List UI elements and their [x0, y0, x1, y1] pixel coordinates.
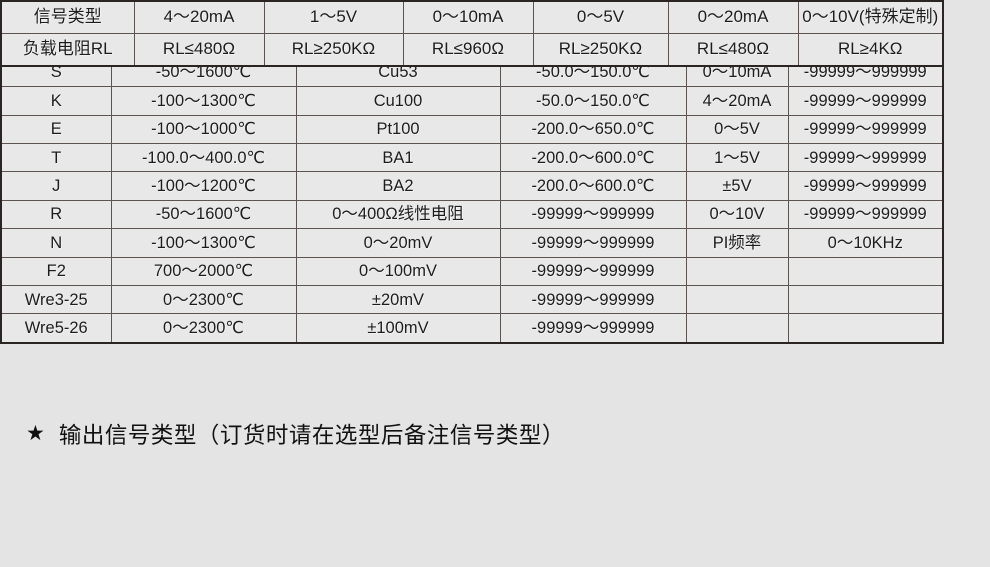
column-header: 0～10V(特殊定制) [797, 0, 944, 34]
cell: BA1 [295, 142, 501, 173]
cell: RL≤960Ω [402, 33, 534, 67]
cell: -99999～999999 [787, 171, 944, 201]
table-row: F2 700～2000℃ 0～100mV -99999～999999 [0, 256, 944, 286]
cell: 0～100mV [295, 256, 501, 286]
table-row: J -100～1200℃ BA2 -200.0～600.0℃ ±5V -9999… [0, 171, 944, 201]
cell: 0～10KHz [787, 228, 944, 258]
cell: 0～20mV [295, 228, 501, 258]
cell: 1～5V [685, 142, 789, 173]
cell: Cu100 [295, 86, 501, 116]
cell: N [0, 228, 112, 258]
table-row: T -100.0～400.0℃ BA1 -200.0～600.0℃ 1～5V -… [0, 142, 944, 173]
cell: 0～10V [685, 199, 789, 230]
cell: Wre3-25 [0, 284, 112, 315]
cell: -99999～999999 [499, 228, 687, 258]
cell: BA2 [295, 171, 501, 201]
column-header: 0～5V [532, 0, 669, 34]
column-header: 0～10mA [402, 0, 534, 34]
cell: 0～400Ω线性电阻 [295, 199, 501, 230]
cell: -200.0～600.0℃ [499, 171, 687, 201]
cell: -100～1300℃ [110, 228, 297, 258]
table-row: N -100～1300℃ 0～20mV -99999～999999 PI频率 0… [0, 228, 944, 258]
output-section-heading: ★ 输出信号类型（订货时请在选型后备注信号类型） [26, 418, 565, 450]
cell-empty [787, 313, 944, 344]
cell: -99999～999999 [499, 313, 687, 344]
cell: -50～1600℃ [110, 199, 297, 230]
cell: ±20mV [295, 284, 501, 315]
cell: -99999～999999 [787, 142, 944, 173]
cell: -99999～999999 [787, 114, 944, 144]
cell: F2 [0, 256, 112, 286]
cell: PI频率 [685, 228, 789, 258]
cell-empty [685, 313, 789, 344]
column-header: 4～20mA [133, 0, 265, 34]
cell: Wre5-26 [0, 313, 112, 344]
cell: -99999～999999 [499, 284, 687, 315]
cell: -200.0～650.0℃ [499, 114, 687, 144]
cell: -100.0～400.0℃ [110, 142, 297, 173]
cell: RL≤480Ω [133, 33, 265, 67]
cell: -99999～999999 [499, 256, 687, 286]
cell: 0～5V [685, 114, 789, 144]
cell: -99999～999999 [499, 199, 687, 230]
cell: -100～1300℃ [110, 86, 297, 116]
cell-empty [787, 284, 944, 315]
cell: 0～2300℃ [110, 313, 297, 344]
cell: RL≥4KΩ [797, 33, 944, 67]
cell: -50.0～150.0℃ [499, 86, 687, 116]
cell: -100～1000℃ [110, 114, 297, 144]
cell: J [0, 171, 112, 201]
cell: R [0, 199, 112, 230]
cell-empty [787, 256, 944, 286]
table-row: Wre5-26 0～2300℃ ±100mV -99999～999999 [0, 313, 944, 344]
cell: 700～2000℃ [110, 256, 297, 286]
cell: RL≤480Ω [667, 33, 799, 67]
cell: RL≥250KΩ [532, 33, 669, 67]
cell: T [0, 142, 112, 173]
cell-empty [685, 284, 789, 315]
cell: 0～2300℃ [110, 284, 297, 315]
cell: ±100mV [295, 313, 501, 344]
cell: 4～20mA [685, 86, 789, 116]
cell: RL≥250KΩ [263, 33, 404, 67]
cell: K [0, 86, 112, 116]
star-icon: ★ [26, 421, 45, 445]
table-row: 负载电阻RL RL≤480Ω RL≥250KΩ RL≤960Ω RL≥250KΩ… [0, 33, 944, 67]
output-signal-table-wrapper: 信号类型 4～20mA 1～5V 0～10mA 0～5V 0～20mA 0～10… [0, 0, 944, 67]
cell: -99999～999999 [787, 199, 944, 230]
cell: -100～1200℃ [110, 171, 297, 201]
cell: ±5V [685, 171, 789, 201]
table-row: K -100～1300℃ Cu100 -50.0～150.0℃ 4～20mA -… [0, 86, 944, 116]
table-row: R -50～1600℃ 0～400Ω线性电阻 -99999～999999 0～1… [0, 199, 944, 230]
column-header: 0～20mA [667, 0, 799, 34]
cell: E [0, 114, 112, 144]
cell: -200.0～600.0℃ [499, 142, 687, 173]
row-header: 负载电阻RL [0, 33, 135, 67]
cell: Pt100 [295, 114, 501, 144]
cell-empty [685, 256, 789, 286]
output-signal-table: 信号类型 4～20mA 1～5V 0～10mA 0～5V 0～20mA 0～10… [0, 0, 944, 67]
table-header-row: 信号类型 4～20mA 1～5V 0～10mA 0～5V 0～20mA 0～10… [0, 0, 944, 34]
output-section-title: 输出信号类型（订货时请在选型后备注信号类型） [58, 423, 565, 448]
column-header: 1～5V [263, 0, 404, 34]
table-row: Wre3-25 0～2300℃ ±20mV -99999～999999 [0, 284, 944, 315]
cell: -99999～999999 [787, 86, 944, 116]
column-header: 信号类型 [0, 0, 135, 34]
table-row: E -100～1000℃ Pt100 -200.0～650.0℃ 0～5V -9… [0, 114, 944, 144]
